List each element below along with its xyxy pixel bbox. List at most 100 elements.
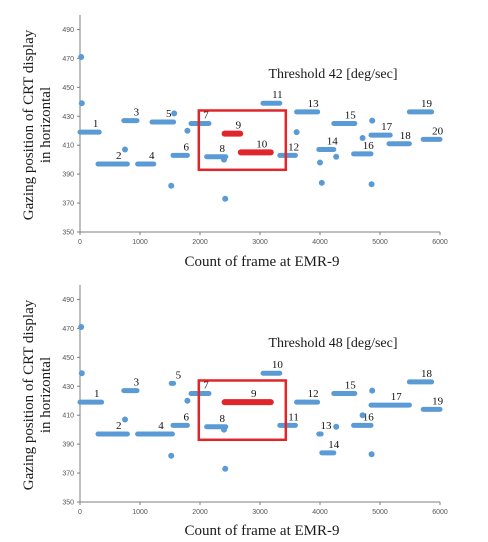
fixation-label-3: 3 [134, 377, 140, 389]
fixation-label-18: 18 [400, 130, 412, 142]
y-tick-label: 490 [62, 27, 74, 34]
outlier-point [317, 159, 323, 166]
x-tick-label: 1000 [132, 509, 148, 516]
y-tick-label: 390 [62, 172, 74, 179]
fixation-label-17: 17 [381, 121, 393, 133]
x-tick-label: 4000 [312, 509, 328, 516]
y-tick-label: 470 [62, 56, 74, 63]
fixation-label-6: 6 [183, 411, 189, 423]
outlier-point [184, 127, 191, 134]
outlier-point [359, 134, 366, 141]
fixation-label-1: 1 [94, 388, 100, 400]
y-tick-label: 350 [62, 500, 74, 507]
fixation-label-20: 20 [432, 125, 444, 137]
outlier-point [333, 423, 340, 430]
fixation-label-19: 19 [432, 395, 444, 407]
y-tick-label: 370 [62, 201, 74, 208]
y-tick-label: 350 [62, 230, 74, 237]
fixation-label-16: 16 [363, 411, 375, 423]
outlier-point [78, 323, 85, 330]
x-tick-label: 4000 [312, 239, 328, 246]
fixation-label-19: 19 [421, 98, 433, 110]
fixation-label-11: 11 [288, 411, 299, 423]
fixation-label-11: 11 [272, 89, 283, 101]
chart-0-xlabel: Count of frame at EMR-9 [185, 254, 340, 270]
x-tick-label: 3000 [252, 509, 268, 516]
chart-threshold-48: Gazing position of CRT display in horizo… [21, 285, 448, 539]
fixation-label-18: 18 [421, 368, 433, 380]
fixation-label-13: 13 [308, 98, 320, 110]
y-tick-label: 390 [62, 442, 74, 449]
y-tick-label: 490 [62, 297, 74, 304]
fixation-label-8: 8 [219, 413, 225, 425]
fixation-label-15: 15 [345, 110, 357, 122]
fixation-label-5: 5 [176, 369, 182, 381]
y-tick-label: 450 [62, 85, 74, 92]
fixation-label-12: 12 [288, 141, 299, 153]
y-tick-label: 450 [62, 355, 74, 362]
outlier-point [222, 195, 229, 202]
fixation-label-16: 16 [363, 140, 375, 152]
outlier-point [78, 53, 85, 60]
fixation-label-5: 5 [166, 108, 172, 120]
chart-1-ylabel-line2: in horizontal [38, 357, 54, 433]
y-tick-label: 470 [62, 326, 74, 333]
fixation-label-6: 6 [183, 141, 189, 153]
chart-threshold-42: Gazing position of CRT display in horizo… [21, 15, 448, 270]
fixation-label-4: 4 [149, 150, 155, 162]
y-tick-label: 410 [62, 143, 74, 150]
fixation-label-13: 13 [321, 420, 333, 432]
fixation-label-8: 8 [219, 143, 225, 155]
fixation-label-10: 10 [272, 359, 284, 371]
outlier-point [122, 146, 128, 153]
y-tick-label: 430 [62, 114, 74, 121]
chart-1-annotation: Threshold 48 [deg/sec] [268, 336, 397, 351]
chart-0-ylabel-line2: in horizontal [38, 87, 54, 163]
y-tick-label: 370 [62, 471, 74, 478]
fixation-label-9: 9 [236, 120, 242, 132]
fixation-label-7: 7 [203, 380, 209, 392]
highlight-box [197, 109, 288, 172]
fixation-label-1: 1 [93, 118, 99, 130]
outlier-point [222, 465, 229, 472]
outlier-point [333, 153, 340, 160]
outlier-point [168, 452, 175, 459]
y-tick-label: 430 [62, 384, 74, 391]
x-tick-label: 6000 [432, 239, 448, 246]
x-tick-label: 2000 [192, 239, 208, 246]
y-tick-label: 410 [62, 413, 74, 420]
fixation-label-2: 2 [116, 420, 122, 432]
x-tick-label: 5000 [372, 509, 388, 516]
outlier-point [171, 110, 178, 117]
fixation-label-14: 14 [327, 136, 339, 148]
fixation-label-3: 3 [134, 107, 140, 119]
outlier-point [368, 181, 375, 188]
x-tick-label: 6000 [432, 509, 448, 516]
outlier-point [369, 387, 376, 394]
x-tick-label: 3000 [252, 239, 268, 246]
outlier-point [368, 451, 375, 458]
fixation-label-14: 14 [328, 439, 340, 451]
fixation-label-7: 7 [203, 110, 209, 122]
x-tick-label: 1000 [132, 239, 148, 246]
highlight-box [197, 379, 288, 442]
chart-0-ylabel-line1: Gazing position of CRT display [21, 29, 37, 220]
outlier-point [221, 156, 227, 163]
chart-0-annotation: Threshold 42 [deg/sec] [268, 67, 397, 82]
fixation-label-15: 15 [345, 380, 357, 392]
x-tick-label: 5000 [372, 239, 388, 246]
outlier-point [369, 117, 376, 124]
fixation-label-2: 2 [116, 150, 122, 162]
outlier-point [122, 416, 128, 423]
outlier-point [359, 412, 366, 419]
outlier-point [78, 370, 85, 377]
outlier-point [221, 426, 227, 433]
x-tick-label: 2000 [192, 509, 208, 516]
chart-1-xlabel: Count of frame at EMR-9 [185, 523, 340, 539]
fixation-label-9: 9 [251, 388, 257, 400]
fixation-label-10: 10 [256, 138, 268, 150]
chart-1-ylabel-line1: Gazing position of CRT display [21, 299, 37, 490]
fixation-label-4: 4 [158, 420, 164, 432]
outlier-point [293, 129, 300, 136]
